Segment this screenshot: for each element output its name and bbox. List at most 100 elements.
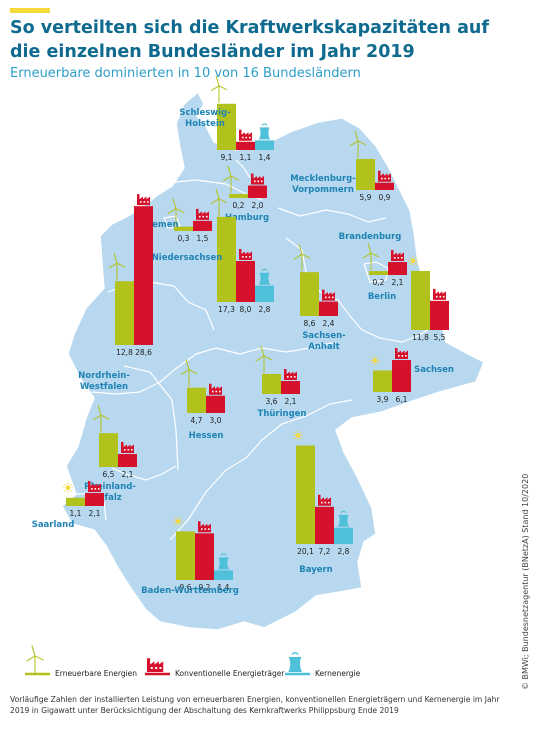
bar-schleswig-holstein-nuclear: [255, 140, 274, 150]
bar-schleswig-holstein-renewable: [217, 103, 236, 150]
wind-turbine-icon: [108, 253, 126, 281]
value-label: 1,5: [197, 234, 209, 243]
bar-nordrhein-westfalen-renewable: [115, 281, 134, 345]
cooling-tower-icon: [338, 510, 349, 527]
bar-thueringen-conventional: [281, 381, 300, 394]
value-label: 0,9: [379, 193, 391, 202]
footnote: Vorläufige Zahlen der installierten Leis…: [10, 695, 500, 715]
state-group-schleswig-holstein: 9,1 1,1 1,4 Schleswig-Holstein: [179, 75, 274, 162]
sun-icon: [173, 516, 183, 527]
factory-icon: [147, 658, 164, 672]
state-border-15: [163, 215, 181, 229]
state-border-7: [173, 341, 337, 371]
state-label: Westfalen: [80, 382, 128, 392]
wind-turbine-icon: [92, 404, 110, 433]
state-label: Hamburg: [225, 213, 269, 223]
value-label: 0,2: [373, 278, 385, 287]
state-group-rheinland-pfalz: 6,5 2,1 Rheinland-Pfalz: [84, 404, 137, 503]
state-border-9: [245, 399, 353, 459]
bar-schleswig-holstein-conventional: [236, 141, 255, 150]
factory-icon: [391, 250, 404, 262]
wind-turbine-icon: [293, 244, 311, 272]
factory-icon: [209, 383, 222, 395]
bar-nordrhein-westfalen-conventional: [134, 206, 153, 345]
factory-icon: [318, 494, 331, 506]
value-label: 9,2: [199, 583, 211, 592]
sun-icon: [63, 482, 73, 493]
chart-subtitle: Erneuerbare dominierten in 10 von 16 Bun…: [10, 66, 361, 81]
bar-sachsen-conventional: [392, 360, 411, 392]
state-label: Thüringen: [258, 409, 307, 419]
value-label: 17,3: [218, 305, 235, 314]
value-label: 2,8: [259, 305, 271, 314]
bar-hamburg-conventional: [248, 185, 267, 198]
state-label: Vorpommern: [292, 185, 354, 195]
accent-bar: [10, 8, 50, 13]
value-label: 8,0: [240, 305, 252, 314]
state-border-6: [91, 369, 175, 395]
bar-niedersachsen-renewable: [217, 216, 236, 302]
state-border-8: [169, 457, 247, 541]
factory-icon: [239, 129, 252, 141]
state-group-hessen: 4,7 3,0 Hessen: [180, 359, 225, 441]
bar-brandenburg-conventional: [430, 300, 449, 330]
state-border-13: [235, 159, 251, 179]
bar-sachsen-anhalt-renewable: [300, 272, 319, 316]
factory-icon: [239, 249, 252, 260]
bar-bremen-conventional: [193, 220, 212, 231]
wind-turbine-icon: [255, 345, 273, 373]
bar-bayern-conventional: [315, 506, 334, 544]
value-label: 2,1: [89, 509, 101, 518]
value-label: 7,2: [319, 547, 331, 556]
title-line-1: So verteilten sich die Kraftwerkskapazit…: [10, 18, 489, 38]
bar-mecklenburg-vorpommern-conventional: [375, 182, 394, 190]
factory-icon: [251, 173, 264, 185]
state-label: Schleswig-: [179, 108, 231, 118]
bar-niedersachsen-nuclear: [255, 285, 274, 302]
value-label: 2,1: [122, 470, 134, 479]
state-border-12: [123, 365, 179, 471]
factory-icon: [395, 348, 408, 360]
bar-saarland-renewable: [66, 497, 85, 506]
sun-icon: [370, 355, 380, 366]
value-label: 1,1: [240, 153, 252, 162]
value-label: 1,4: [218, 583, 230, 592]
bar-berlin-renewable: [369, 271, 388, 275]
value-label: 3,9: [377, 395, 389, 404]
chart-title: So verteilten sich die Kraftwerkskapazit…: [10, 16, 490, 64]
value-label: 8,6: [304, 319, 316, 328]
factory-icon: [196, 208, 209, 220]
bar-rheinland-pfalz-renewable: [99, 433, 118, 467]
state-group-thueringen: 3,6 2,1 Thüringen: [255, 345, 307, 419]
cooling-tower-icon: [259, 123, 270, 140]
state-label: Sachsen: [414, 365, 454, 375]
bar-baden-wuerttemberg-renewable: [176, 531, 195, 580]
cooling-tower-icon: [288, 651, 302, 672]
state-label: Anhalt: [308, 342, 339, 352]
bar-niedersachsen-conventional: [236, 261, 255, 302]
bar-thueringen-renewable: [262, 373, 281, 394]
state-border-2: [277, 207, 387, 223]
value-label: 4,7: [191, 416, 203, 425]
value-label: 1,1: [70, 509, 82, 518]
value-label: 28,6: [135, 348, 152, 357]
value-label: 3,0: [210, 416, 222, 425]
factory-icon: [322, 289, 335, 301]
state-group-niedersachsen: 17,3 8,0 2,8 Niedersachsen: [152, 188, 274, 314]
germany-map: [61, 90, 485, 631]
bar-bayern-nuclear: [334, 527, 353, 544]
bar-baden-wuerttemberg-nuclear: [214, 570, 233, 580]
value-label: 0,3: [178, 234, 190, 243]
bar-hamburg-renewable: [229, 194, 248, 198]
state-label: Brandenburg: [339, 232, 402, 242]
state-label: Bremen: [141, 220, 178, 230]
state-label: Pfalz: [98, 493, 122, 503]
value-label: 1,4: [259, 153, 271, 162]
bar-hessen-conventional: [206, 395, 225, 413]
factory-icon: [88, 481, 101, 493]
wind-turbine-icon: [26, 645, 44, 674]
value-label: 2,0: [252, 201, 264, 210]
source-credit: © BMWi; Bundesnetzagentur (BNetzA) Stand…: [521, 473, 530, 690]
value-label: 6,5: [103, 470, 115, 479]
bar-mecklenburg-vorpommern-renewable: [356, 158, 375, 190]
